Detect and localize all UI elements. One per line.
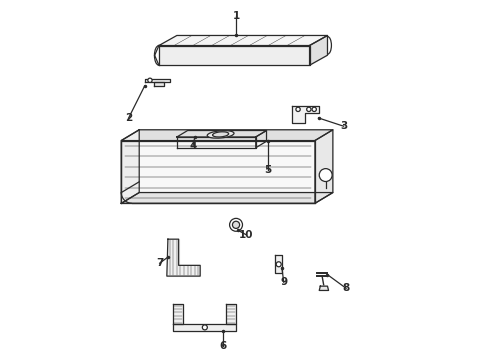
Polygon shape xyxy=(159,36,327,45)
Text: 2: 2 xyxy=(125,113,132,123)
Polygon shape xyxy=(145,79,170,82)
Circle shape xyxy=(276,262,281,267)
Circle shape xyxy=(148,78,152,82)
Polygon shape xyxy=(226,304,236,324)
Circle shape xyxy=(319,168,332,181)
Polygon shape xyxy=(173,304,183,324)
Polygon shape xyxy=(315,130,333,203)
Ellipse shape xyxy=(207,131,234,138)
Polygon shape xyxy=(173,324,236,330)
Text: 8: 8 xyxy=(343,283,350,293)
Text: 1: 1 xyxy=(232,11,240,21)
Text: 6: 6 xyxy=(220,341,227,351)
Circle shape xyxy=(230,219,243,231)
Circle shape xyxy=(296,107,300,112)
Circle shape xyxy=(312,107,317,112)
Polygon shape xyxy=(319,286,329,291)
Polygon shape xyxy=(256,131,267,148)
Polygon shape xyxy=(167,239,200,276)
Text: 3: 3 xyxy=(340,121,347,131)
Polygon shape xyxy=(177,137,256,148)
Text: 5: 5 xyxy=(265,165,272,175)
Polygon shape xyxy=(292,106,319,123)
Circle shape xyxy=(202,325,207,330)
Polygon shape xyxy=(310,36,327,65)
Text: 7: 7 xyxy=(156,258,163,268)
Polygon shape xyxy=(122,130,139,203)
Text: 9: 9 xyxy=(280,277,287,287)
Polygon shape xyxy=(153,82,164,86)
Circle shape xyxy=(307,107,311,112)
Polygon shape xyxy=(122,193,333,203)
Text: 10: 10 xyxy=(239,230,253,239)
Polygon shape xyxy=(177,131,267,137)
Polygon shape xyxy=(275,255,282,273)
Ellipse shape xyxy=(213,132,229,137)
Polygon shape xyxy=(122,140,315,203)
Circle shape xyxy=(232,221,240,228)
Polygon shape xyxy=(122,130,333,140)
Polygon shape xyxy=(159,45,310,65)
Text: 4: 4 xyxy=(189,141,196,151)
